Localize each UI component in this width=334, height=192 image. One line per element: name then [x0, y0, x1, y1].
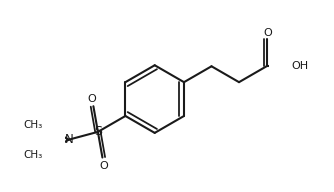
Text: O: O: [99, 161, 108, 171]
Text: N: N: [64, 133, 73, 146]
Text: OH: OH: [291, 61, 309, 71]
Text: O: O: [263, 28, 272, 38]
Text: S: S: [94, 125, 102, 138]
Text: O: O: [87, 94, 96, 104]
Text: CH₃: CH₃: [23, 120, 42, 130]
Text: CH₃: CH₃: [23, 150, 42, 160]
